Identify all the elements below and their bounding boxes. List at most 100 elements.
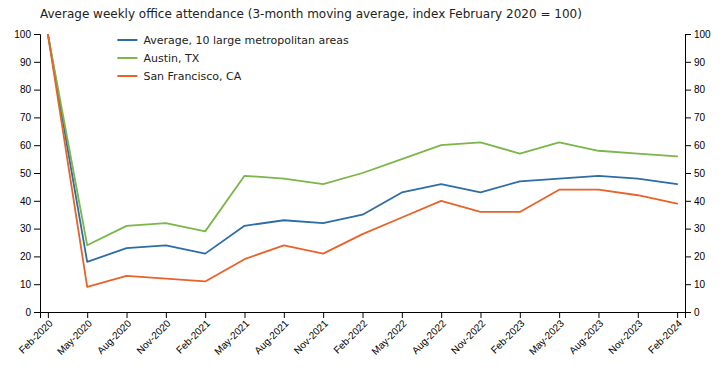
x-tick-label: Nov-2021 — [292, 317, 331, 356]
x-tick: Nov-2023 — [606, 312, 645, 356]
tick-mark — [685, 62, 691, 63]
y2-tick: 30 — [685, 223, 706, 234]
chart: Feb-2020May-2020Aug-2020Nov-2020Feb-2021… — [0, 0, 725, 370]
tick-mark — [480, 312, 481, 318]
legend-swatch — [117, 39, 137, 41]
tick-mark — [677, 312, 678, 318]
x-tick-label: Aug-2023 — [567, 317, 606, 356]
tick-mark — [402, 312, 403, 318]
y-tick: 0 — [25, 307, 40, 318]
x-tick: Aug-2023 — [567, 312, 606, 356]
y2-tick-label: 50 — [694, 168, 706, 179]
tick-mark — [34, 229, 40, 230]
tick-mark — [685, 34, 691, 35]
legend-item: Average, 10 large metropolitan areas — [117, 34, 349, 47]
x-tick: Nov-2022 — [449, 312, 488, 356]
tick-mark — [638, 312, 639, 318]
legend-swatch — [117, 75, 137, 77]
legend-label: Austin, TX — [143, 52, 199, 65]
x-tick: Feb-2023 — [489, 312, 527, 356]
x-tick: Feb-2021 — [174, 312, 212, 356]
x-tick-label: May-2021 — [212, 317, 252, 357]
tick-mark — [363, 312, 364, 318]
x-tick: Feb-2020 — [17, 312, 55, 356]
tick-mark — [323, 312, 324, 318]
tick-mark — [34, 173, 40, 174]
tick-mark — [166, 312, 167, 318]
y-tick: 60 — [20, 140, 40, 151]
y-tick-label: 50 — [20, 168, 32, 179]
legend-item: Austin, TX — [117, 52, 199, 65]
tick-mark — [48, 312, 49, 318]
y-axis: 0102030405060708090100 — [14, 29, 40, 318]
tick-mark — [685, 145, 691, 146]
tick-mark — [685, 90, 691, 91]
x-tick: Feb-2024 — [646, 312, 684, 356]
title: Average weekly office attendance (3-mont… — [40, 7, 582, 21]
tick-mark — [685, 229, 691, 230]
y-tick-label: 60 — [20, 140, 32, 151]
x-tick: May-2023 — [527, 312, 567, 357]
x-tick-label: Nov-2023 — [606, 317, 645, 356]
x-tick-label: Nov-2020 — [134, 317, 173, 356]
x-axis: Feb-2020May-2020Aug-2020Nov-2020Feb-2021… — [17, 312, 686, 357]
x-tick-label: Feb-2024 — [646, 317, 684, 355]
y-tick: 80 — [20, 84, 40, 95]
legend-swatch — [117, 57, 137, 59]
x-tick-label: May-2020 — [55, 317, 95, 357]
axis-line — [34, 35, 41, 313]
axis-line — [686, 35, 692, 313]
y2-tick: 10 — [685, 279, 706, 290]
x-tick-label: Feb-2022 — [331, 317, 369, 355]
tick-mark — [685, 312, 691, 313]
y-tick-label: 20 — [20, 251, 32, 262]
plot: Feb-2020May-2020Aug-2020Nov-2020Feb-2021… — [14, 29, 711, 357]
series-line — [48, 34, 677, 245]
x-tick: Aug-2022 — [410, 312, 449, 356]
tick-mark — [34, 62, 40, 63]
tick-mark — [598, 312, 599, 318]
x-tick: Nov-2021 — [292, 312, 331, 356]
series-line — [48, 34, 677, 287]
y2-tick: 70 — [685, 112, 706, 123]
tick-mark — [34, 145, 40, 146]
tick-mark — [34, 90, 40, 91]
tick-mark — [284, 312, 285, 318]
x-tick-label: Aug-2020 — [95, 317, 134, 356]
tick-mark — [34, 256, 40, 257]
y-tick-label: 90 — [20, 57, 32, 68]
y2-tick: 100 — [685, 29, 711, 40]
tick-mark — [685, 201, 691, 202]
y-tick-label: 80 — [20, 84, 32, 95]
y2-tick: 80 — [685, 84, 706, 95]
legend-label: Average, 10 large metropolitan areas — [143, 34, 349, 47]
legend-label: San Francisco, CA — [143, 70, 241, 83]
x-tick-label: Feb-2020 — [17, 317, 55, 355]
tick-mark — [34, 117, 40, 118]
tick-mark — [520, 312, 521, 318]
y2-tick-label: 0 — [694, 307, 700, 318]
tick-mark — [34, 34, 40, 35]
tick-mark — [34, 284, 40, 285]
y-tick-label: 10 — [20, 279, 32, 290]
tick-mark — [205, 312, 206, 318]
y2-tick-label: 70 — [694, 112, 706, 123]
y2-tick-label: 90 — [694, 57, 706, 68]
y-tick: 30 — [20, 223, 40, 234]
y-tick: 20 — [20, 251, 40, 262]
lines — [48, 34, 677, 287]
y-tick-label: 30 — [20, 223, 32, 234]
tick-mark — [245, 312, 246, 318]
y2-tick-label: 30 — [694, 223, 706, 234]
axis-line — [41, 313, 686, 319]
x-tick: May-2020 — [55, 312, 95, 357]
tick-mark — [34, 201, 40, 202]
tick-mark — [441, 312, 442, 318]
x-tick-label: Feb-2023 — [489, 317, 527, 355]
y2-tick-label: 100 — [694, 29, 711, 40]
y-tick: 50 — [20, 168, 40, 179]
y2-tick-label: 20 — [694, 251, 706, 262]
x-tick: May-2021 — [212, 312, 252, 357]
y2-tick-label: 80 — [694, 84, 706, 95]
tick-mark — [87, 312, 88, 318]
